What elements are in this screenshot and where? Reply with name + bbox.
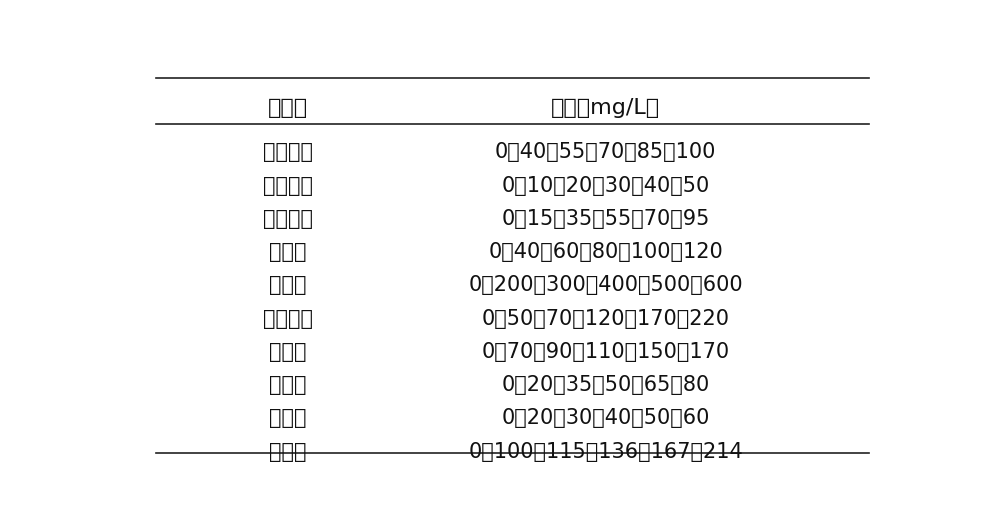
Text: 0、70、90、110、150、170: 0、70、90、110、150、170 <box>481 342 730 362</box>
Text: 浓度（mg/L）: 浓度（mg/L） <box>551 98 660 119</box>
Text: 联苯肜酯: 联苯肜酯 <box>263 209 313 229</box>
Text: 0、10、20、30、40、50: 0、10、20、30、40、50 <box>501 176 710 196</box>
Text: 0、20、30、40、50、60: 0、20、30、40、50、60 <box>501 408 710 428</box>
Text: 0、100、115、136、167、214: 0、100、115、136、167、214 <box>468 441 743 462</box>
Text: 炔螨特: 炔螨特 <box>269 342 306 362</box>
Text: 毒死蝉: 毒死蝉 <box>269 375 306 395</box>
Text: 苦参碑: 苦参碑 <box>269 441 306 462</box>
Text: 0、40、60、80、100、120: 0、40、60、80、100、120 <box>488 242 723 262</box>
Text: 0、15、35、55、70、95: 0、15、35、55、70、95 <box>501 209 710 229</box>
Text: 0、200、300、400、500、600: 0、200、300、400、500、600 <box>468 276 743 295</box>
Text: 哒螨灵: 哒螨灵 <box>269 408 306 428</box>
Text: 0、20、35、50、65、80: 0、20、35、50、65、80 <box>501 375 710 395</box>
Text: 螺螨酯: 螺螨酯 <box>269 276 306 295</box>
Text: 乙螨唠: 乙螨唠 <box>269 242 306 262</box>
Text: 丁氟螨酯: 丁氟螨酯 <box>263 176 313 196</box>
Text: 阿维菌素: 阿维菌素 <box>263 142 313 162</box>
Text: 0、40、55、70、85、100: 0、40、55、70、85、100 <box>495 142 716 162</box>
Text: 杀螨剂: 杀螨剂 <box>268 98 308 119</box>
Text: 0、50、70、120、170、220: 0、50、70、120、170、220 <box>482 309 730 329</box>
Text: 螺虫乙酯: 螺虫乙酯 <box>263 309 313 329</box>
